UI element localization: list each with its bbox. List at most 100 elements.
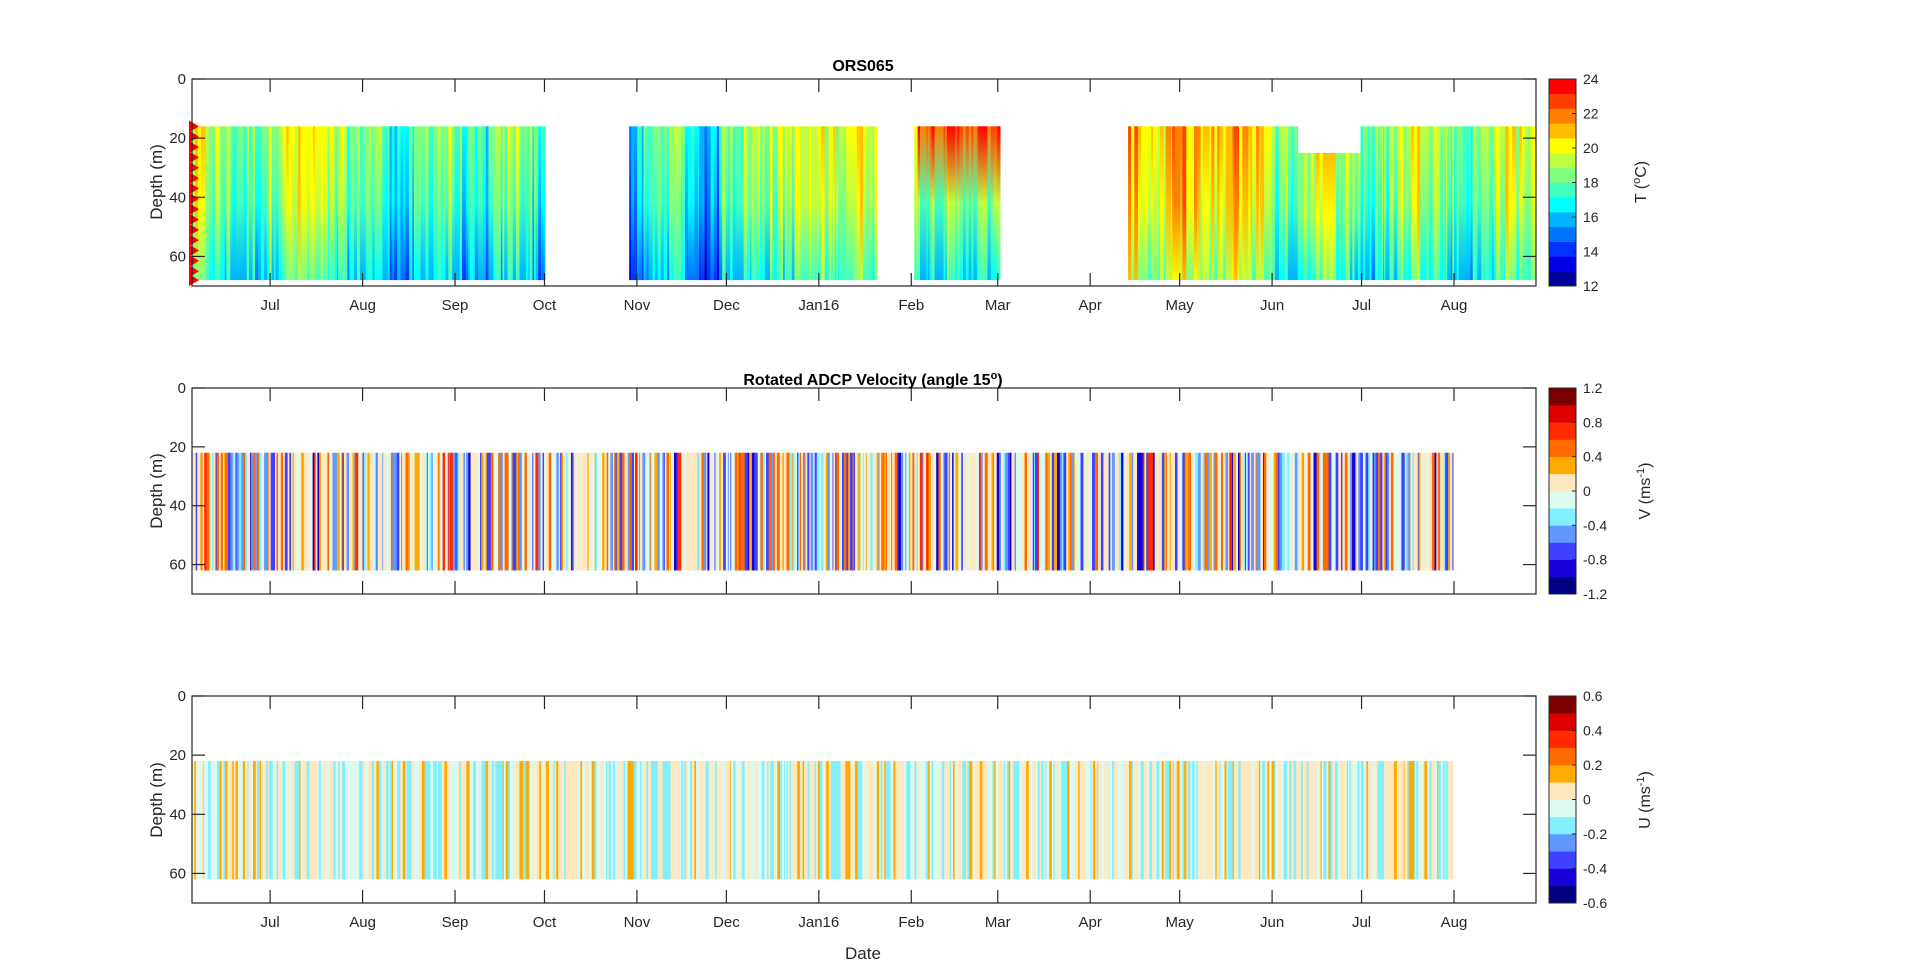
- heatmap-cell: [1384, 126, 1386, 281]
- heatmap-cell: [1070, 452, 1074, 571]
- heatmap-cell: [733, 761, 737, 880]
- heatmap-cell: [805, 452, 808, 571]
- heatmap-cell: [1422, 761, 1425, 880]
- heatmap-cell: [1150, 452, 1154, 571]
- heatmap-cell: [633, 761, 637, 880]
- heatmap-cell: [774, 452, 778, 571]
- heatmap-cell: [1332, 452, 1337, 571]
- heatmap-cell: [579, 452, 581, 571]
- heatmap-cell: [482, 761, 487, 880]
- heatmap-cell: [1223, 452, 1226, 571]
- heatmap-cell: [923, 452, 927, 571]
- heatmap-cell: [954, 126, 958, 281]
- heatmap-cell: [823, 452, 827, 571]
- heatmap-cell: [441, 761, 444, 880]
- heatmap-cell: [837, 452, 840, 571]
- heatmap-cell: [775, 761, 778, 880]
- heatmap-cell: [716, 126, 720, 281]
- heatmap-cell: [374, 126, 377, 281]
- heatmap-cell: [1287, 761, 1290, 880]
- heatmap-cell: [749, 761, 751, 880]
- heatmap-cell: [1301, 452, 1304, 571]
- heatmap-cell: [929, 761, 932, 880]
- heatmap-cell: [1352, 761, 1355, 880]
- heatmap-cell: [1512, 126, 1515, 281]
- heatmap-cell: [1225, 452, 1229, 571]
- v-velocity-heatmap: [192, 452, 1454, 571]
- heatmap-cell: [239, 126, 244, 281]
- colorbar-swatch: [1549, 138, 1576, 154]
- heatmap-cell: [1380, 126, 1383, 281]
- heatmap-cell: [1335, 452, 1339, 571]
- colorbar-swatch: [1549, 79, 1576, 95]
- heatmap-cell: [1214, 452, 1216, 571]
- heatmap-cell: [1431, 452, 1435, 571]
- heatmap-cell: [1134, 126, 1139, 281]
- heatmap-cell: [810, 452, 814, 571]
- heatmap-cell: [199, 761, 203, 880]
- heatmap-cell: [960, 761, 963, 880]
- heatmap-cell: [957, 126, 960, 281]
- heatmap-cell: [1172, 126, 1176, 281]
- heatmap-cell: [408, 126, 411, 281]
- heatmap-cell: [376, 452, 378, 571]
- heatmap-cell: [806, 452, 809, 571]
- heatmap-cell: [424, 452, 427, 571]
- heatmap-cell: [879, 761, 881, 880]
- heatmap-cell: [1319, 761, 1321, 880]
- heatmap-cell: [571, 452, 573, 571]
- heatmap-cell: [993, 126, 998, 281]
- heatmap-cell: [987, 452, 990, 571]
- heatmap-cell: [1413, 126, 1418, 281]
- heatmap-cell: [208, 761, 211, 880]
- heatmap-cell: [719, 126, 723, 281]
- heatmap-cell: [393, 761, 395, 880]
- heatmap-cell: [895, 761, 899, 880]
- heatmap-cell: [544, 126, 546, 281]
- heatmap-cell: [1300, 152, 1305, 281]
- heatmap-cell: [974, 761, 977, 880]
- heatmap-cell: [212, 126, 216, 281]
- heatmap-cell: [402, 452, 405, 571]
- heatmap-cell: [445, 126, 449, 281]
- heatmap-cell: [800, 761, 802, 880]
- colorbar-swatch: [1549, 799, 1576, 818]
- heatmap-cell: [857, 761, 861, 880]
- heatmap-cell: [1246, 452, 1249, 571]
- heatmap-cell: [1211, 452, 1214, 571]
- heatmap-cell: [273, 126, 277, 281]
- heatmap-cell: [471, 126, 476, 281]
- heatmap-cell: [934, 761, 938, 880]
- heatmap-cell: [1384, 761, 1386, 880]
- heatmap-cell: [461, 452, 464, 571]
- heatmap-cell: [1359, 761, 1362, 880]
- heatmap-cell: [762, 452, 766, 571]
- heatmap-cell: [448, 126, 453, 281]
- heatmap-cell: [1217, 452, 1220, 571]
- heatmap-cell: [625, 452, 629, 571]
- heatmap-cell: [813, 452, 816, 571]
- heatmap-cell: [794, 452, 798, 571]
- heatmap-cell: [261, 452, 265, 571]
- heatmap-cell: [1005, 452, 1009, 571]
- heatmap-cell: [1129, 452, 1133, 571]
- heatmap-cell: [760, 452, 764, 571]
- v-velocity-ylabel: Depth (m): [147, 453, 166, 529]
- heatmap-cell: [367, 452, 371, 571]
- heatmap-cell: [701, 452, 703, 571]
- heatmap-cell: [991, 452, 994, 571]
- heatmap-cell: [309, 126, 314, 281]
- heatmap-cell: [1395, 452, 1400, 571]
- heatmap-cell: [480, 761, 482, 880]
- heatmap-cell: [1032, 452, 1035, 571]
- heatmap-cell: [759, 761, 762, 880]
- heatmap-cell: [294, 126, 299, 281]
- heatmap-cell: [827, 452, 831, 571]
- heatmap-cell: [361, 761, 364, 880]
- heatmap-cell: [740, 126, 745, 281]
- heatmap-cell: [1338, 452, 1342, 571]
- heatmap-cell: [594, 452, 597, 571]
- heatmap-cell: [973, 452, 977, 571]
- colorbar-swatch: [1549, 508, 1576, 526]
